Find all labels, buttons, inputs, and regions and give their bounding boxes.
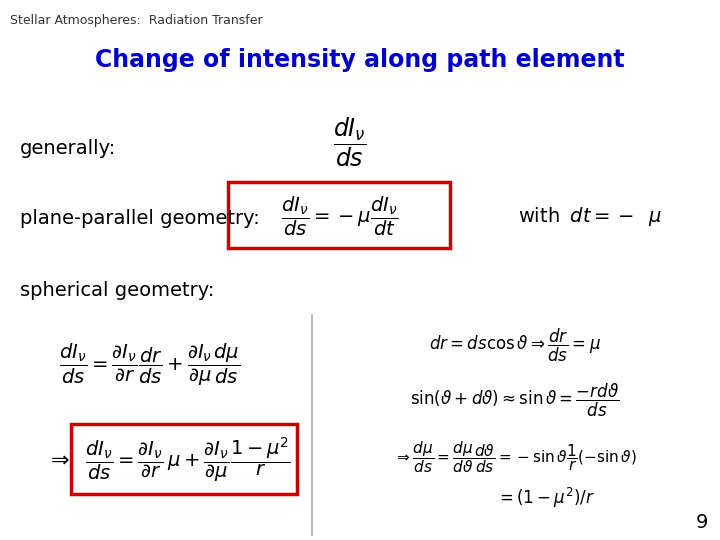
Text: $dr = ds\cos\vartheta \Rightarrow \dfrac{dr}{ds} = \mu$: $dr = ds\cos\vartheta \Rightarrow \dfrac… [429,326,601,363]
Text: $\dfrac{dI_\nu}{ds} = \dfrac{\partial I_\nu}{\partial r}\dfrac{dr}{ds} + \dfrac{: $\dfrac{dI_\nu}{ds} = \dfrac{\partial I_… [59,342,240,388]
Text: Stellar Atmospheres:  Radiation Transfer: Stellar Atmospheres: Radiation Transfer [10,14,263,27]
Text: $\Rightarrow \dfrac{d\mu}{ds} = \dfrac{d\mu}{d\vartheta}\dfrac{d\vartheta}{ds} =: $\Rightarrow \dfrac{d\mu}{ds} = \dfrac{d… [394,439,636,475]
Text: $\dfrac{dI_\nu}{ds}$: $\dfrac{dI_\nu}{ds}$ [333,115,367,169]
Text: spherical geometry:: spherical geometry: [20,280,215,300]
Text: $= (1-\mu^2)/r$: $= (1-\mu^2)/r$ [495,486,595,510]
FancyBboxPatch shape [228,182,450,248]
Text: 9: 9 [696,513,708,532]
Text: $\dfrac{dI_\nu}{ds} = -\mu\dfrac{dI_\nu}{dt}$: $\dfrac{dI_\nu}{ds} = -\mu\dfrac{dI_\nu}… [282,194,399,238]
Text: $\mathrm{with}\;\; dt = -\;\;\mu$: $\mathrm{with}\;\; dt = -\;\;\mu$ [518,205,662,227]
Text: $\sin(\vartheta + d\vartheta) \approx \sin\vartheta = \dfrac{-rd\vartheta}{ds}$: $\sin(\vartheta + d\vartheta) \approx \s… [410,381,620,418]
Text: Change of intensity along path element: Change of intensity along path element [95,48,625,72]
Text: generally:: generally: [20,138,116,158]
Text: $\dfrac{dI_\nu}{ds} = \dfrac{\partial I_\nu}{\partial r}\,\mu + \dfrac{\partial : $\dfrac{dI_\nu}{ds} = \dfrac{\partial I_… [85,436,291,484]
FancyBboxPatch shape [71,424,297,494]
Text: plane-parallel geometry:: plane-parallel geometry: [20,208,260,227]
Text: $\Rightarrow$: $\Rightarrow$ [46,450,70,470]
